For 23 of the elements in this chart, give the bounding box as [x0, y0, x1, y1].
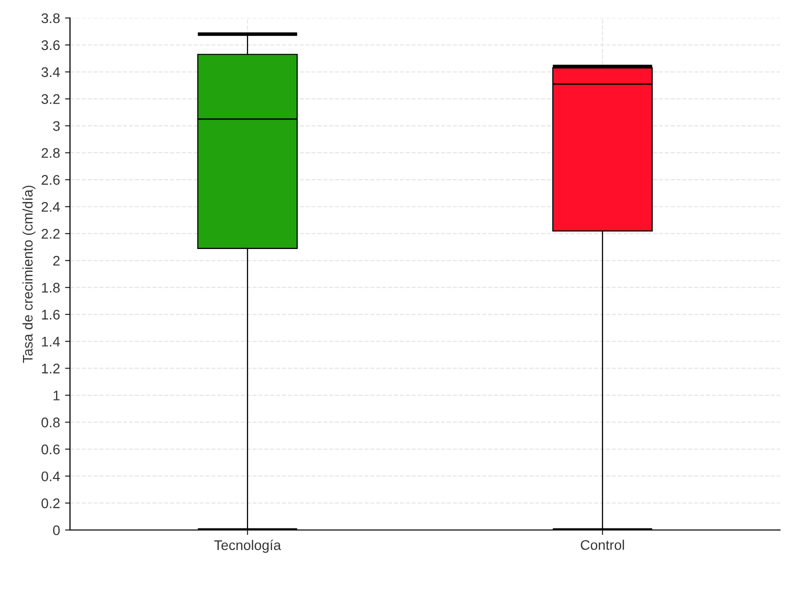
y-tick-label: 0.8 — [42, 418, 60, 428]
y-tick-label: 0.2 — [42, 498, 60, 508]
x-tick-label: Control — [580, 540, 624, 550]
y-tick-label: 2.2 — [42, 228, 60, 239]
y-tick-label: 3 — [53, 121, 60, 131]
y-tick-label: 2.6 — [42, 175, 60, 185]
y-tick-label: 0.6 — [42, 444, 60, 454]
x-tick-label: Tecnología — [214, 540, 282, 553]
y-tick-label: 2.4 — [42, 202, 60, 212]
y-tick-label: 2.8 — [42, 148, 60, 158]
y-tick-label: 3.4 — [42, 67, 60, 78]
y-tick-label: 3.8 — [42, 13, 60, 24]
y-tick-label: 0.4 — [42, 471, 60, 482]
y-tick-label: 3.2 — [42, 94, 60, 104]
y-tick-label: 1 — [54, 390, 60, 400]
y-tick-label: 1.2 — [42, 364, 60, 374]
y-tick-label: 3.6 — [42, 40, 60, 50]
y-tick-label: 2 — [53, 256, 60, 266]
y-tick-label: 1.8 — [42, 282, 60, 293]
y-tick-label: 1.6 — [42, 310, 60, 320]
y-tick-label: 0 — [53, 525, 60, 536]
y-axis-title: Tasa de crecimiento (cm/día) — [22, 186, 36, 363]
y-tick-label: 1.4 — [42, 336, 60, 346]
